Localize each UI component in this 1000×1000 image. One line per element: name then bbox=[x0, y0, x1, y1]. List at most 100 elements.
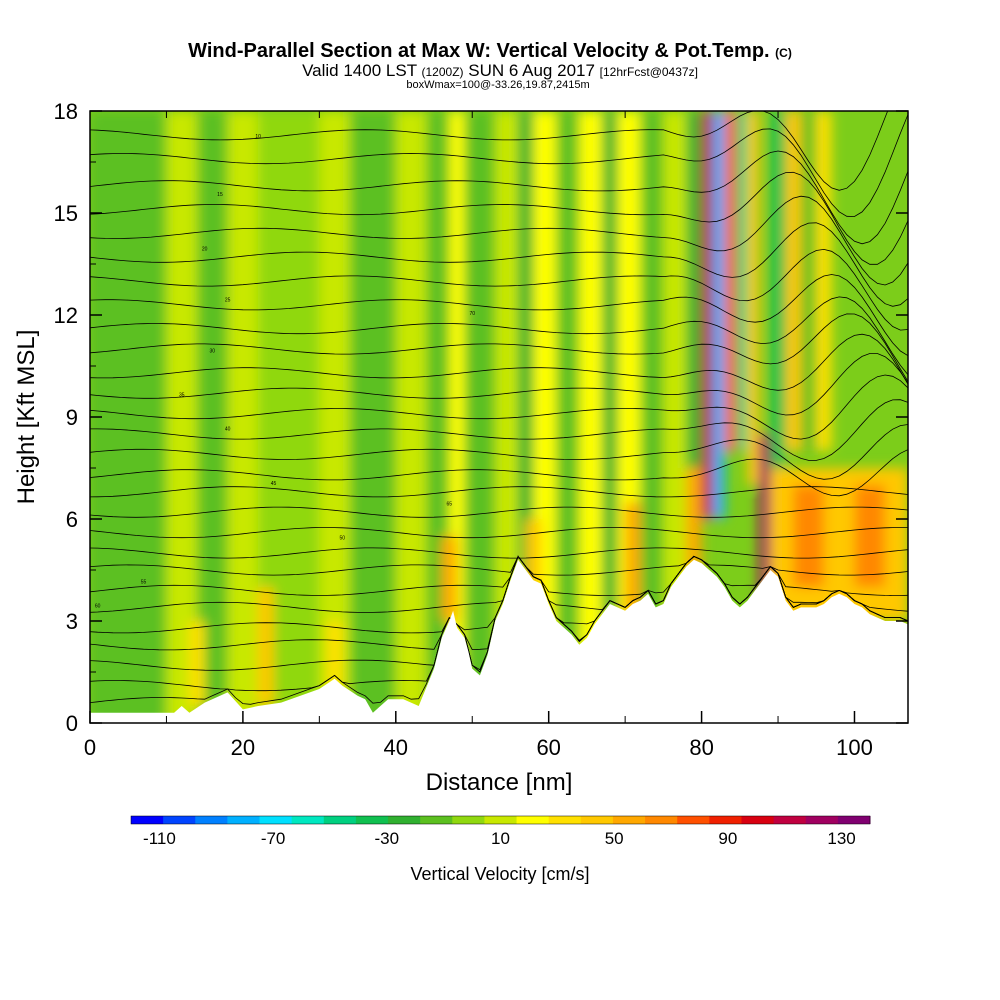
colorbar-tick-label: 50 bbox=[605, 829, 624, 848]
colorbar-swatch bbox=[612, 816, 646, 824]
theta-contour bbox=[90, 195, 908, 286]
y-tick-label: 12 bbox=[54, 303, 78, 328]
contour-label: 55 bbox=[141, 580, 147, 586]
colorbar-swatch bbox=[195, 816, 228, 824]
velocity-band bbox=[441, 536, 457, 621]
colorbar-swatch bbox=[548, 816, 582, 824]
colorbar-tick-label: -70 bbox=[261, 829, 286, 848]
colorbar-swatch bbox=[420, 816, 453, 824]
y-axis: 0 3 6 9 12 15 18 bbox=[54, 99, 908, 736]
velocity-band bbox=[686, 468, 702, 587]
colorbar-swatch bbox=[516, 816, 550, 824]
theta-contour bbox=[90, 374, 908, 440]
velocity-band bbox=[495, 111, 519, 723]
velocity-band bbox=[800, 111, 817, 451]
theta-contour bbox=[90, 424, 908, 480]
contour-label: 65 bbox=[447, 501, 453, 507]
colorbar-tick-label: 10 bbox=[491, 829, 510, 848]
colorbar-tick-label: -30 bbox=[375, 829, 400, 848]
colorbar-swatch bbox=[452, 816, 485, 824]
x-tick-label: 20 bbox=[231, 735, 255, 760]
x-axis-label: Distance [nm] bbox=[426, 769, 573, 796]
velocity-band bbox=[395, 111, 427, 723]
velocity-band bbox=[349, 111, 396, 723]
contour-label: 60 bbox=[95, 603, 101, 609]
contour-labels: 10 15 20 25 30 35 40 45 50 55 60 65 70 bbox=[95, 134, 475, 609]
velocity-band bbox=[724, 111, 736, 451]
y-tick-label: 15 bbox=[54, 201, 78, 226]
theta-contour bbox=[90, 486, 908, 498]
velocity-band bbox=[770, 111, 786, 485]
theta-contour bbox=[90, 399, 908, 461]
y-tick-label: 18 bbox=[54, 99, 78, 124]
colorbar-swatch bbox=[677, 816, 710, 824]
theta-contour bbox=[90, 248, 908, 331]
colorbar-swatch bbox=[355, 816, 389, 824]
velocity-band bbox=[785, 111, 801, 451]
contour-label: 45 bbox=[271, 481, 277, 487]
colorbar-swatch bbox=[837, 816, 871, 824]
colorbar-swatch bbox=[645, 816, 678, 824]
contour-label: 10 bbox=[255, 134, 261, 140]
colorbar-swatch bbox=[163, 816, 196, 824]
contour-label: 25 bbox=[225, 297, 231, 303]
theta-contour bbox=[90, 313, 908, 382]
chart-title-suffix: (C) bbox=[775, 46, 792, 60]
theta-contour bbox=[90, 547, 908, 559]
velocity-band bbox=[701, 111, 714, 519]
theta-contour bbox=[90, 150, 908, 245]
theta-contour bbox=[90, 111, 889, 191]
colorbar: -110 -70 -30 10 50 90 130 bbox=[130, 815, 871, 848]
theta-contour bbox=[90, 274, 908, 357]
colorbar-swatch bbox=[709, 816, 742, 824]
velocity-band bbox=[602, 111, 618, 723]
colorbar-tick-label: -110 bbox=[143, 829, 176, 848]
velocity-band bbox=[464, 111, 496, 723]
colorbar-swatch bbox=[291, 816, 325, 824]
velocity-band bbox=[758, 434, 771, 621]
velocity-band bbox=[579, 111, 603, 723]
contour-label: 30 bbox=[210, 348, 216, 354]
theta-contour bbox=[90, 296, 908, 375]
potential-temperature-contours bbox=[90, 111, 908, 705]
y-tick-label: 6 bbox=[66, 507, 78, 532]
theta-contour bbox=[90, 506, 908, 518]
colorbar-swatch bbox=[259, 816, 293, 824]
theta-contour bbox=[90, 527, 908, 539]
colorbar-swatch bbox=[131, 816, 164, 824]
contour-label: 50 bbox=[339, 535, 345, 541]
y-tick-label: 0 bbox=[66, 711, 78, 736]
colorbar-label: Vertical Velocity [cm/s] bbox=[410, 864, 589, 884]
chart-title: Wind-Parallel Section at Max W: Vertical… bbox=[188, 40, 792, 62]
velocity-band bbox=[854, 485, 886, 587]
velocity-band bbox=[747, 111, 759, 485]
colorbar-swatch bbox=[227, 816, 261, 824]
x-tick-label: 80 bbox=[689, 735, 713, 760]
contour-label: 40 bbox=[225, 427, 231, 433]
theta-contour bbox=[90, 555, 908, 596]
colorbar-tick-label: 130 bbox=[827, 829, 855, 848]
contour-label: 35 bbox=[179, 393, 185, 399]
colorbar-swatch bbox=[580, 816, 614, 824]
colorbar-swatch bbox=[773, 816, 807, 824]
colorbar-swatch bbox=[323, 816, 357, 824]
colorbar-swatch bbox=[484, 816, 518, 824]
theta-contour bbox=[90, 222, 908, 307]
plot-area: 10 15 20 25 30 35 40 45 50 55 60 65 70 bbox=[90, 111, 908, 723]
velocity-band bbox=[258, 587, 274, 706]
colorbar-tick-label: 90 bbox=[718, 829, 737, 848]
chart-subtitle-box: boxWmax=100@-33.26,19.87,2415m bbox=[406, 79, 589, 91]
contour-label: 70 bbox=[469, 311, 475, 317]
velocity-band bbox=[640, 111, 664, 723]
velocity-band bbox=[663, 111, 687, 723]
theta-contour bbox=[90, 333, 908, 391]
chart-subtitle: Valid 1400 LST (1200Z) SUN 6 Aug 2017 [1… bbox=[302, 61, 698, 80]
velocity-band bbox=[326, 621, 343, 689]
x-tick-label: 0 bbox=[84, 735, 96, 760]
theta-contour bbox=[90, 449, 908, 497]
y-tick-label: 3 bbox=[66, 609, 78, 634]
velocity-band bbox=[625, 502, 641, 621]
theta-contour bbox=[90, 171, 908, 265]
x-tick-label: 40 bbox=[384, 735, 408, 760]
